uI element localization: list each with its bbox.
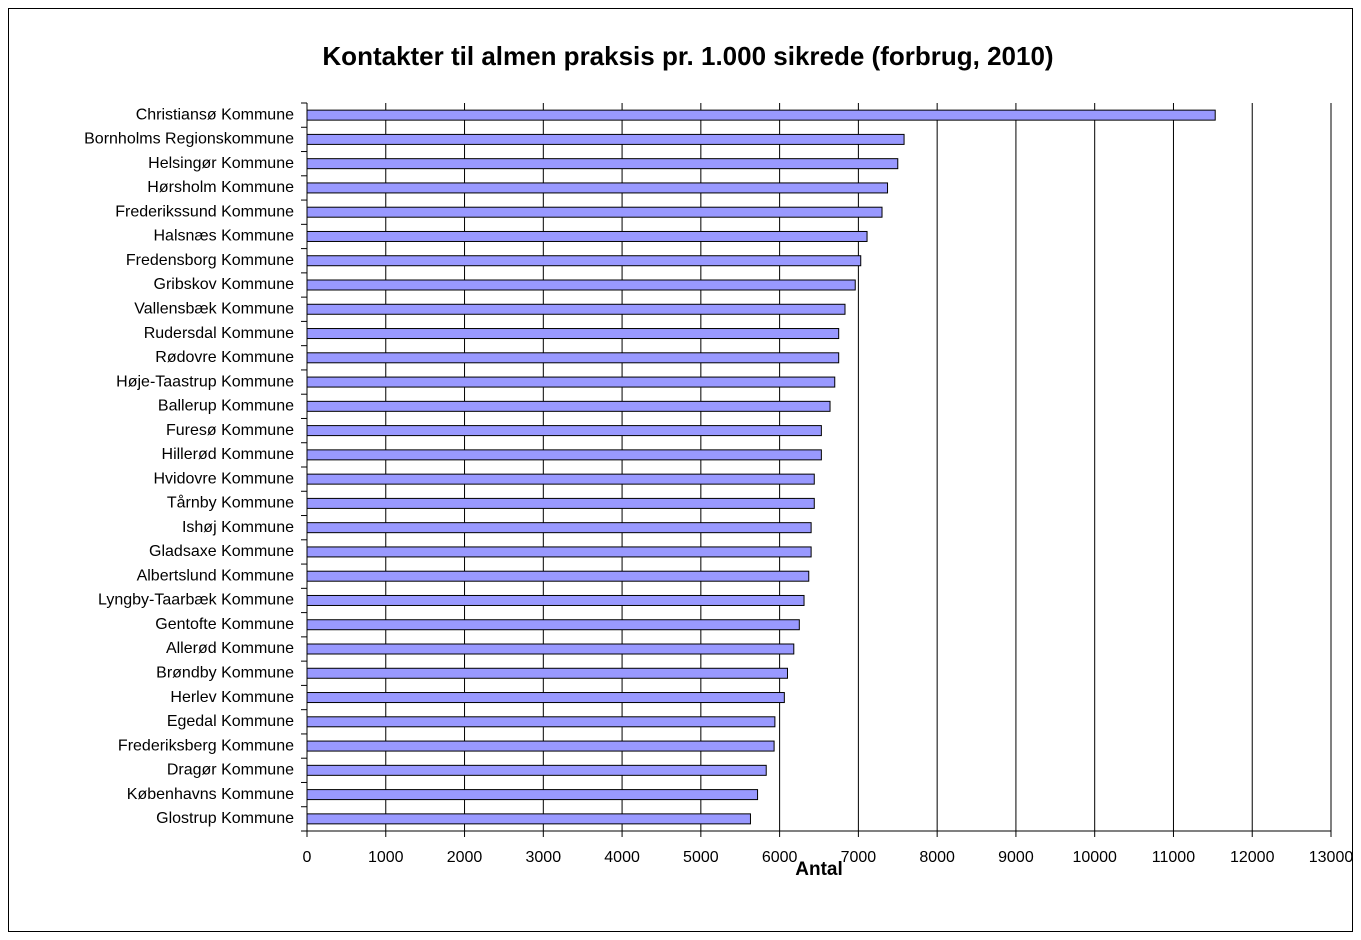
bar [306, 449, 822, 461]
bar [306, 789, 759, 801]
x-tick-label: 6000 [762, 849, 798, 866]
y-tick-label: Bornholms Regionskommune [84, 131, 294, 148]
x-tick-label: 4000 [604, 849, 640, 866]
bar [306, 303, 846, 315]
y-tick-label: Høje-Taastrup Kommune [116, 373, 294, 390]
bar [306, 400, 831, 412]
bar [306, 497, 815, 509]
x-tick-label: 12000 [1230, 849, 1275, 866]
bar [306, 255, 862, 267]
bar [306, 473, 815, 485]
bar [306, 716, 776, 728]
y-tick-label: Christiansø Kommune [136, 106, 294, 123]
x-tick-label: 2000 [447, 849, 483, 866]
bar [306, 158, 899, 170]
y-tick-label: Dragør Kommune [167, 762, 294, 779]
y-tick-label: Lyngby-Taarbæk Kommune [98, 592, 294, 609]
x-tick-label: 8000 [919, 849, 955, 866]
y-tick-label: Halsnæs Kommune [154, 228, 295, 245]
x-tick-label: 5000 [683, 849, 719, 866]
y-tick-label: Herlev Kommune [170, 689, 294, 706]
bar [306, 352, 840, 364]
x-tick-label: 3000 [526, 849, 562, 866]
bar [306, 425, 822, 437]
bar [306, 643, 795, 655]
y-tick-label: Rudersdal Kommune [144, 325, 294, 342]
y-tick-label: Rødovre Kommune [155, 349, 294, 366]
y-tick-label: Helsingør Kommune [148, 155, 294, 172]
y-tick-label: Gladsaxe Kommune [149, 543, 294, 560]
bar [306, 133, 905, 145]
bar [306, 109, 1216, 121]
bar [306, 692, 785, 704]
bar [306, 813, 751, 825]
y-tick-label: Vallensbæk Kommune [134, 300, 294, 317]
y-tick-label: Hvidovre Kommune [154, 470, 295, 487]
y-tick-label: Ballerup Kommune [158, 398, 294, 415]
x-tick-label: 9000 [998, 849, 1034, 866]
x-tick-label: 10000 [1072, 849, 1117, 866]
bar [306, 740, 775, 752]
bar [306, 279, 856, 291]
y-tick-label: Københavns Kommune [127, 786, 294, 803]
bar [306, 376, 836, 388]
y-tick-label: Frederiksberg Kommune [118, 737, 294, 754]
bar [306, 182, 889, 194]
y-tick-label: Frederikssund Kommune [115, 203, 294, 220]
y-tick-label: Albertslund Kommune [137, 567, 295, 584]
x-tick-label: 11000 [1152, 849, 1195, 866]
x-tick-label: 7000 [841, 849, 877, 866]
y-tick-label: Fredensborg Kommune [126, 252, 294, 269]
y-tick-label: Gribskov Kommune [154, 276, 295, 293]
y-tick-label: Egedal Kommune [167, 713, 294, 730]
chart-title: Kontakter til almen praksis pr. 1.000 si… [322, 41, 1053, 71]
bar [306, 206, 883, 218]
bar [306, 570, 810, 582]
x-axis-title: Antal [795, 859, 843, 880]
x-tick-label: 1000 [368, 849, 404, 866]
bar [306, 230, 868, 242]
y-tick-label: Gentofte Kommune [155, 616, 294, 633]
y-tick-label: Brøndby Kommune [156, 664, 294, 681]
x-tick-label: 0 [303, 849, 312, 866]
y-tick-label: Hørsholm Kommune [147, 179, 294, 196]
y-tick-label: Glostrup Kommune [156, 810, 294, 827]
x-tick-label: 13000 [1309, 849, 1354, 866]
y-tick-label: Furesø Kommune [166, 422, 294, 439]
y-tick-label: Hillerød Kommune [162, 446, 295, 463]
y-tick-label: Tårnby Kommune [167, 494, 294, 512]
bar [306, 764, 767, 776]
bar [306, 594, 805, 606]
bar [306, 619, 800, 631]
bar [306, 546, 812, 558]
y-tick-label: Allerød Kommune [166, 640, 294, 657]
bar [306, 667, 788, 679]
bar [306, 328, 840, 340]
y-tick-label: Ishøj Kommune [182, 519, 294, 536]
bar [306, 522, 812, 534]
